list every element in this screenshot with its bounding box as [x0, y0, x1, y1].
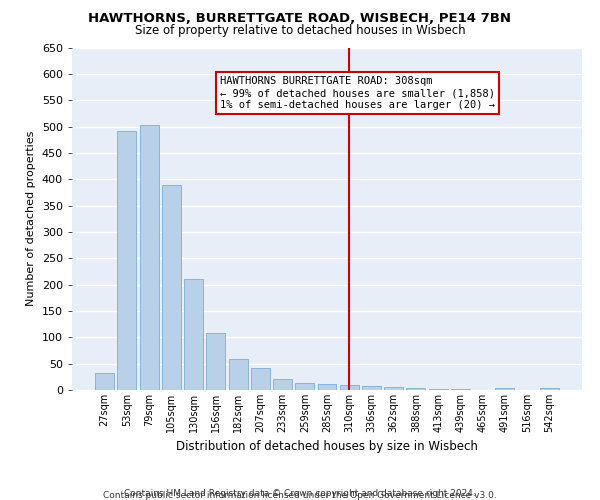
Text: Contains HM Land Registry data © Crown copyright and database right 2024.: Contains HM Land Registry data © Crown c… [124, 488, 476, 498]
Bar [162, 184, 181, 390]
Text: Size of property relative to detached houses in Wisbech: Size of property relative to detached ho… [134, 24, 466, 37]
Bar [362, 386, 381, 390]
Bar [540, 388, 559, 390]
Bar [340, 384, 359, 390]
Bar [206, 333, 225, 390]
Bar [317, 384, 337, 390]
Y-axis label: Number of detached properties: Number of detached properties [26, 131, 36, 306]
Bar [229, 359, 248, 390]
Bar [140, 125, 158, 390]
X-axis label: Distribution of detached houses by size in Wisbech: Distribution of detached houses by size … [176, 440, 478, 454]
Text: HAWTHORNS BURRETTGATE ROAD: 308sqm
← 99% of detached houses are smaller (1,858)
: HAWTHORNS BURRETTGATE ROAD: 308sqm ← 99%… [220, 76, 495, 110]
Text: Contains public sector information licensed under the Open Government Licence v3: Contains public sector information licen… [103, 491, 497, 500]
Bar [384, 388, 403, 390]
Bar [251, 368, 270, 390]
Bar [118, 131, 136, 390]
Bar [95, 373, 114, 390]
Bar [184, 280, 203, 390]
Bar [429, 389, 448, 390]
Bar [406, 388, 425, 390]
Text: HAWTHORNS, BURRETTGATE ROAD, WISBECH, PE14 7BN: HAWTHORNS, BURRETTGATE ROAD, WISBECH, PE… [89, 12, 511, 26]
Bar [496, 388, 514, 390]
Bar [295, 382, 314, 390]
Bar [273, 380, 292, 390]
